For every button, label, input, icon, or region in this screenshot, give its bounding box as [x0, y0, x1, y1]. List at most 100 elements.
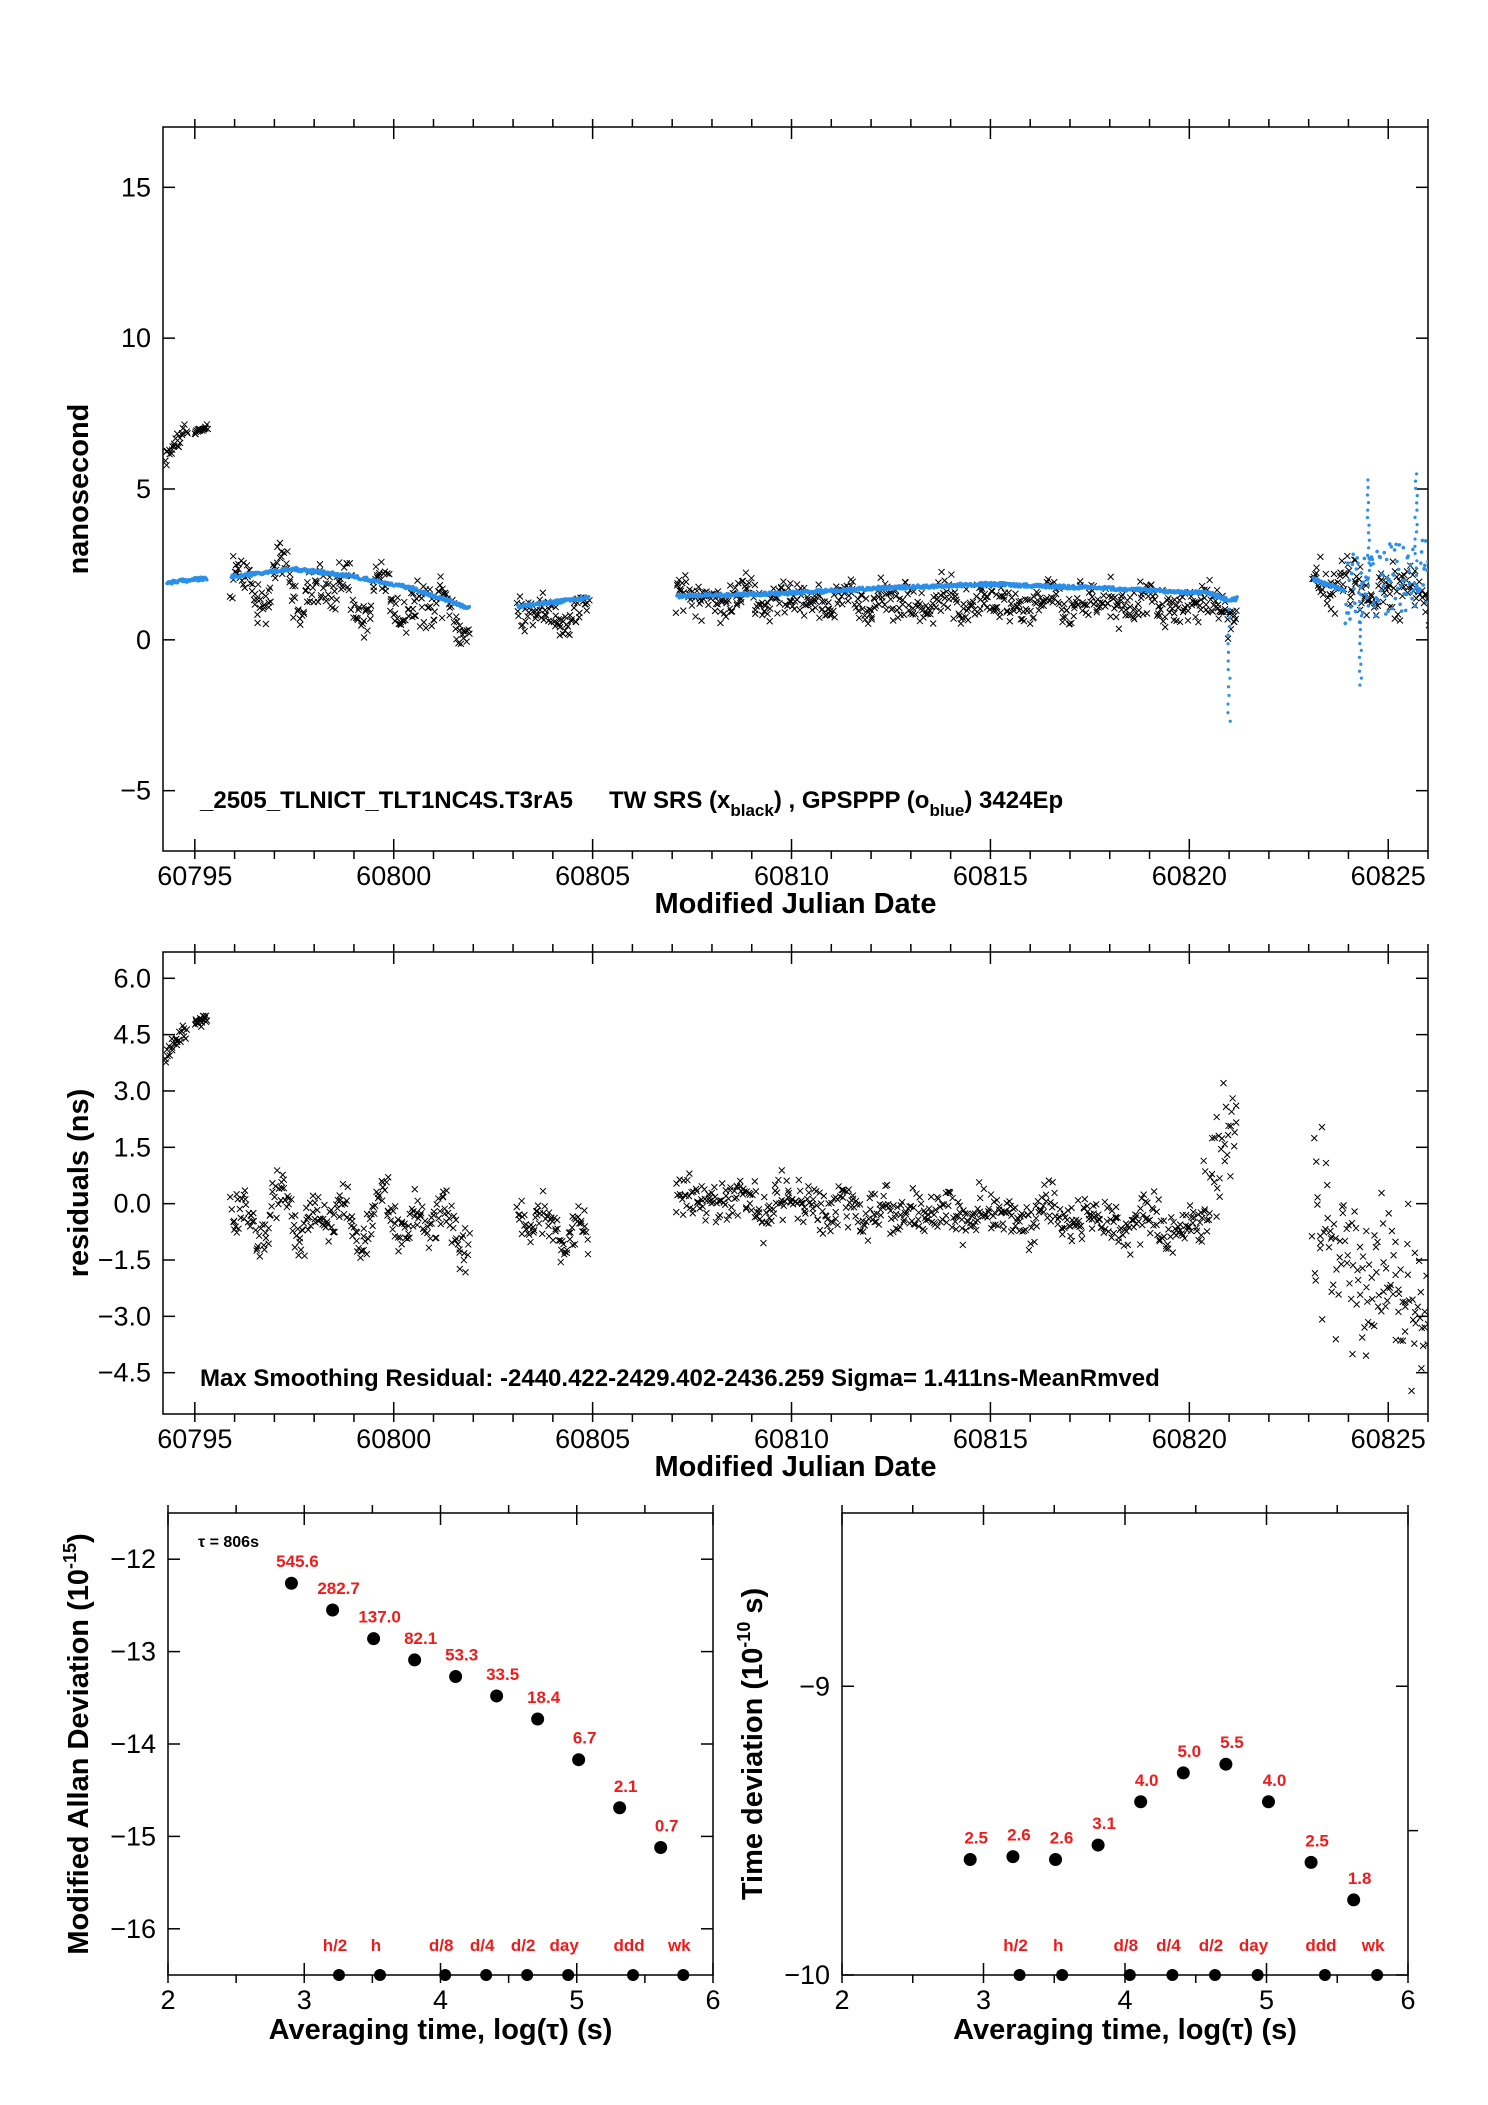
tw-srs-point: [736, 1177, 744, 1185]
x-tick-label: 6: [705, 1985, 720, 2015]
tw-srs-point: [1027, 1240, 1034, 1248]
tw-srs-point: [726, 582, 734, 589]
tw-srs-point: [1146, 1229, 1154, 1237]
tw-srs-point: [1313, 564, 1320, 572]
tw-srs-point: [1211, 1134, 1218, 1142]
tw-srs-point: [737, 598, 745, 606]
deviation-point: [1091, 1838, 1105, 1852]
tw-srs-point: [949, 1194, 956, 1202]
tw-srs-point: [987, 1191, 995, 1198]
tw-srs-point: [353, 1229, 361, 1236]
series-annotation: _2505_TLNICT_TLT1NC4S.T3rA5 TW SRS (xblac…: [199, 787, 1063, 820]
tw-srs-point: [1363, 611, 1370, 619]
tw-srs-point: [692, 613, 699, 620]
gpsppp-point: [1352, 587, 1356, 591]
tw-srs-point: [432, 1234, 439, 1242]
tw-srs-point: [838, 600, 846, 608]
tw-srs-point: [1319, 591, 1327, 599]
tw-srs-point: [243, 561, 251, 569]
tw-srs-point: [1373, 1268, 1380, 1276]
tw-srs-point: [1385, 1210, 1393, 1217]
tw-srs-point: [398, 1240, 406, 1248]
tw-srs-point: [1229, 1095, 1236, 1102]
tw-srs-point: [241, 1195, 249, 1203]
tw-srs-point: [418, 1203, 426, 1211]
tw-srs-point: [530, 1227, 538, 1234]
tw-srs-point: [254, 619, 261, 627]
tw-srs-point: [1044, 576, 1052, 583]
tw-srs-point: [976, 605, 984, 613]
tw-srs-point: [1169, 1249, 1177, 1257]
tw-srs-point: [1223, 1151, 1231, 1159]
gpsppp-point: [1408, 562, 1413, 567]
tw-srs-point: [176, 434, 184, 442]
tw-srs-point: [1325, 1243, 1333, 1251]
residual-annotation: Max Smoothing Residual: -2440.422-2429.4…: [200, 1365, 1160, 1392]
tw-srs-point: [812, 597, 820, 605]
tw-srs-point: [265, 1240, 272, 1248]
tw-srs-point: [302, 1204, 310, 1212]
tw-srs-point: [683, 1202, 690, 1210]
tw-srs-point: [425, 1244, 433, 1252]
gpsppp-point: [1226, 659, 1230, 663]
tw-srs-point: [391, 610, 399, 618]
tw-srs-point: [1033, 1222, 1041, 1230]
tw-srs-point: [452, 1235, 460, 1242]
tw-srs-point: [303, 598, 311, 606]
gpsppp-point: [1354, 567, 1359, 571]
tw-srs-point: [568, 1224, 576, 1231]
point-label: 2.6: [1050, 1829, 1074, 1848]
tw-srs-point: [816, 1189, 823, 1197]
tw-srs-point: [774, 610, 781, 617]
deviation-point: [613, 1801, 627, 1815]
tw-srs-point: [1124, 1241, 1132, 1249]
tw-srs-point: [1085, 589, 1093, 597]
tw-srs-point: [437, 573, 444, 580]
gpsppp-point: [1227, 599, 1231, 603]
tw-srs-point: [1348, 1219, 1356, 1227]
tw-srs-point: [1342, 571, 1350, 579]
tw-srs-point: [1424, 1320, 1428, 1328]
gpsppp-point: [1228, 719, 1232, 723]
gpsppp-point: [1344, 602, 1348, 607]
tw-srs-point: [1149, 1206, 1157, 1213]
tw-srs-point: [437, 1220, 445, 1228]
gpsppp-point: [1358, 641, 1362, 646]
point-label: 33.5: [486, 1665, 519, 1684]
tw-srs-point: [1421, 1308, 1428, 1316]
x-tick-label: 60805: [555, 861, 630, 891]
tw-srs-point: [969, 598, 977, 606]
tw-srs-point: [686, 1170, 693, 1178]
gpsppp-point: [1346, 611, 1351, 615]
gpsppp-point: [1365, 516, 1370, 520]
gpsppp-point: [1359, 648, 1363, 652]
gpsppp-point: [1415, 522, 1419, 527]
tw-srs-point: [330, 582, 337, 590]
tw-srs-point: [946, 1189, 954, 1197]
annotation-part: ) , GPSPPP (o: [774, 787, 930, 814]
tw-srs-point: [276, 539, 284, 547]
gpsppp-point: [1372, 600, 1376, 605]
tw-srs-point: [1115, 601, 1122, 609]
tw-srs-point: [411, 612, 418, 620]
tw-srs-point: [1206, 576, 1213, 584]
tw-srs-point: [293, 1232, 300, 1240]
x-axis-title: Averaging time, log(τ) (s): [953, 2014, 1297, 2046]
tw-srs-point: [331, 1228, 338, 1236]
tw-srs-point: [534, 1202, 542, 1209]
tw-srs-point: [1233, 607, 1240, 615]
tw-srs-point: [446, 612, 453, 619]
tw-srs-point: [420, 618, 428, 626]
tw-srs-point: [1334, 578, 1342, 586]
tw-srs-point: [1230, 1142, 1238, 1150]
tw-srs-point: [435, 1214, 443, 1222]
tw-srs-point: [280, 549, 288, 557]
tw-srs-point: [381, 1186, 389, 1194]
point-label: 282.7: [317, 1579, 360, 1598]
tw-srs-point: [875, 1221, 883, 1228]
tw-srs-point: [1090, 1213, 1098, 1221]
tw-srs-point: [986, 606, 994, 613]
gpsppp-point: [1375, 549, 1379, 554]
tw-srs-point: [948, 571, 955, 578]
tw-srs-point: [917, 1200, 925, 1208]
